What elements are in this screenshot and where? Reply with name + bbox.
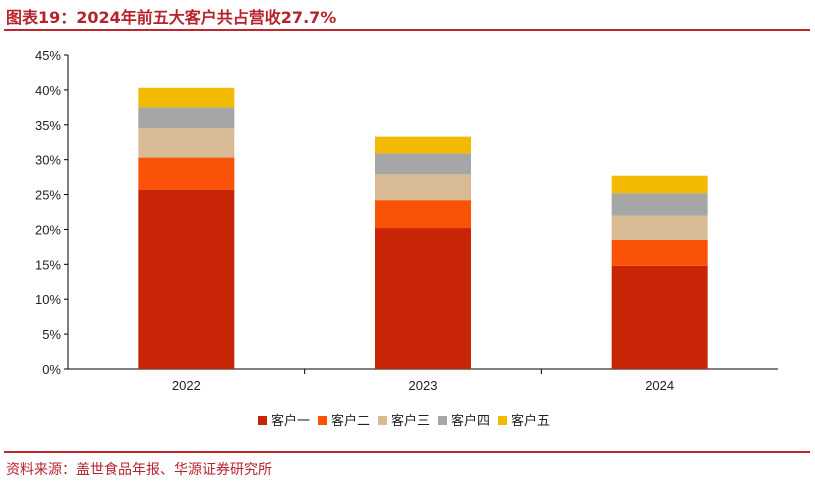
bar-segment bbox=[138, 157, 235, 190]
x-tick-label: 2024 bbox=[645, 378, 674, 393]
bar-segment bbox=[611, 175, 708, 194]
legend-swatch bbox=[258, 416, 267, 425]
legend-label: 客户四 bbox=[451, 413, 490, 429]
bar-segment bbox=[611, 239, 708, 266]
legend-swatch bbox=[318, 416, 327, 425]
bar-segment bbox=[375, 228, 471, 369]
y-tick-label: 10% bbox=[35, 292, 61, 307]
legend-label: 客户五 bbox=[511, 413, 550, 429]
top-divider bbox=[4, 29, 810, 31]
legend-label: 客户三 bbox=[391, 413, 430, 429]
x-tick-label: 2022 bbox=[172, 378, 201, 393]
y-tick-label: 25% bbox=[35, 188, 61, 203]
y-tick-label: 5% bbox=[42, 327, 61, 342]
bar-segment bbox=[375, 174, 471, 201]
legend-swatch bbox=[378, 416, 387, 425]
bar-segment bbox=[375, 200, 471, 229]
legend-swatch bbox=[438, 416, 447, 425]
bar-segment bbox=[611, 265, 708, 369]
y-tick-label: 40% bbox=[35, 83, 61, 98]
y-tick-label: 20% bbox=[35, 222, 61, 237]
y-tick-label: 15% bbox=[35, 257, 61, 272]
bar-segment bbox=[611, 193, 708, 216]
y-tick-label: 0% bbox=[42, 362, 61, 377]
y-tick-label: 45% bbox=[35, 48, 61, 63]
legend-label: 客户二 bbox=[331, 413, 370, 429]
source-note: 资料来源：盖世食品年报、华源证券研究所 bbox=[6, 462, 272, 478]
y-tick-label: 35% bbox=[35, 118, 61, 133]
bar-segment bbox=[375, 153, 471, 175]
bar-segment bbox=[138, 107, 235, 129]
chart-title: 图表19：2024年前五大客户共占营收27.7% bbox=[6, 8, 337, 27]
legend-swatch bbox=[498, 416, 507, 425]
legend-label: 客户一 bbox=[271, 413, 310, 429]
x-tick-label: 2023 bbox=[409, 378, 438, 393]
bottom-divider bbox=[4, 451, 810, 453]
bar-segment bbox=[138, 87, 235, 108]
bar-segment bbox=[138, 128, 235, 158]
bar-segment bbox=[611, 215, 708, 240]
bar-segment bbox=[375, 136, 471, 154]
bar-segment bbox=[138, 189, 235, 369]
y-tick-label: 30% bbox=[35, 153, 61, 168]
